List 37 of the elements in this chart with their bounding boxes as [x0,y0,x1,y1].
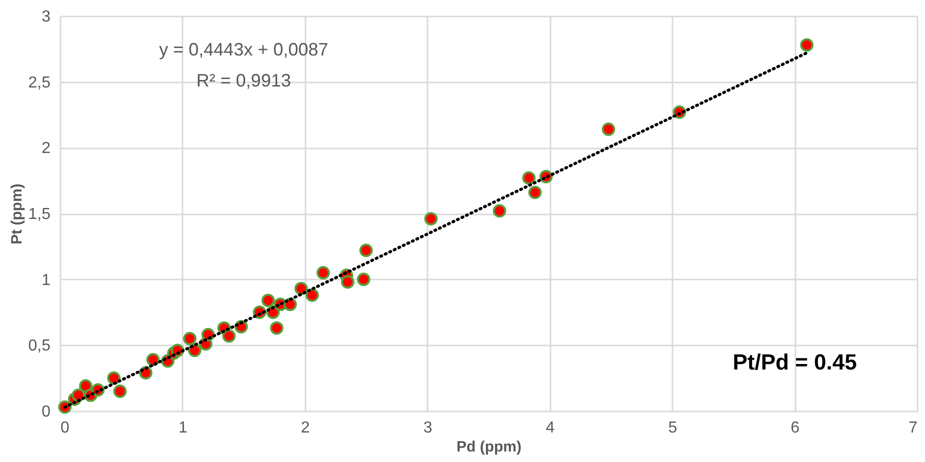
point [183,332,196,346]
point [528,186,542,200]
y-tick-label: 1,5 [28,206,51,223]
point [602,122,616,136]
point [270,321,284,335]
y-tick-label: 1 [42,272,51,289]
annotation: Pt/Pd = 0.45 [732,350,857,374]
annotation: R² = 0,9913 [196,70,291,90]
point [522,171,536,185]
point [306,288,319,302]
point [492,204,506,218]
y-tick-label: 3 [42,8,51,26]
y-tick-label: 0 [42,404,51,420]
point [341,275,354,289]
x-axis-title: Pd (ppm) [456,438,522,456]
point [261,294,275,308]
point [294,282,308,296]
point [356,272,370,286]
y-axis-title: Pt (ppm) [8,184,26,244]
y-tick-label: 2,5 [28,74,51,92]
point [424,212,438,226]
x-tick-label: 1 [178,420,188,436]
point [222,329,236,343]
x-tick-label: 5 [668,420,678,436]
y-tick-label: 0,5 [28,338,51,355]
annotation: y = 0,4443x + 0,0087 [159,40,328,60]
x-tick-label: 7 [908,420,918,436]
point [800,38,814,52]
point [113,384,127,398]
point [359,244,373,258]
x-tick-label: 0 [60,420,70,436]
x-tick-label: 2 [300,420,310,436]
point [316,266,330,280]
x-tick-label: 6 [790,420,800,436]
y-tick-label: 2 [42,140,51,158]
x-tick-label: 3 [423,420,432,436]
x-tick-label: 4 [546,420,555,436]
